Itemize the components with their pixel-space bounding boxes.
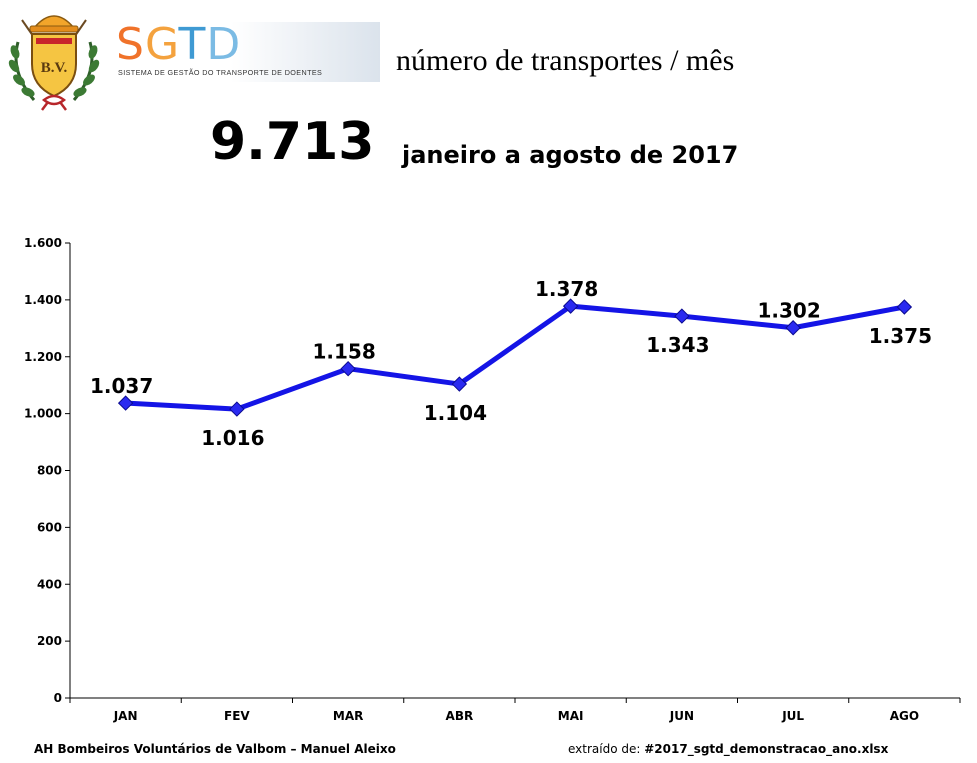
data-label: 1.037 [90,374,153,398]
data-point [562,298,579,314]
x-tick-label: JUL [781,709,804,723]
data-label: 1.375 [869,324,932,348]
data-labels: 1.037 1.016 1.158 1.104 1.378 1.343 1.302 1.375 [90,277,932,450]
data-point [117,395,134,411]
y-tick-label: 800 [37,464,62,478]
source-prefix: extraído de: [568,742,641,756]
x-tick-label: JUN [669,709,694,723]
period-label: janeiro a agosto de 2017 [402,141,739,169]
series-transportes [117,298,913,417]
y-tick-label: 600 [37,520,62,534]
sgtd-wordmark: SGTD [116,19,242,70]
y-tick-label: 1.600 [24,236,62,250]
fire-brigade-emblem: B.V. [4,2,104,114]
x-tick-label: AGO [890,709,919,723]
y-tick-label: 0 [54,691,62,705]
y-tick-label: 1.400 [24,293,62,307]
data-label: 1.343 [646,333,709,357]
page-title: número de transportes / mês [396,44,735,77]
y-tick-label: 1.200 [24,350,62,364]
footer-author: AH Bombeiros Voluntários de Valbom – Man… [34,742,396,756]
data-label: 1.104 [424,401,487,425]
series-line [125,303,905,412]
x-tick-label: ABR [446,709,474,723]
data-point [451,376,468,392]
y-tick-label: 400 [37,577,62,591]
data-point [785,320,801,336]
emblem-icon: B.V. [8,15,100,111]
total-count: 9.713 [210,112,375,172]
footer-source: extraído de: #2017_sgtd_demonstracao_ano… [568,742,888,756]
data-label: 1.302 [757,299,820,323]
y-axis: 0 200 400 600 800 1.000 1.200 1.400 1.600 [24,236,71,705]
data-point [229,401,245,417]
data-label: 1.158 [312,340,375,364]
data-point [340,360,356,377]
sgtd-logo: SGTD SISTEMA DE GESTÃO DO TRANSPORTE DE … [108,19,380,82]
y-tick-label: 1.000 [24,407,62,421]
x-tick-label: MAI [558,709,584,723]
data-label: 1.378 [535,277,598,301]
x-tick-label: MAR [333,709,363,723]
x-tick-label: JAN [113,709,138,723]
x-axis: JAN FEV MAR ABR MAI JUN JUL AGO [69,697,961,723]
y-tick-label: 200 [37,634,62,648]
sgtd-subtitle: SISTEMA DE GESTÃO DO TRANSPORTE DE DOENT… [118,68,323,77]
data-point [896,299,913,315]
data-point [674,308,690,324]
data-label: 1.016 [201,426,264,450]
x-tick-label: FEV [224,709,250,723]
svg-text:B.V.: B.V. [41,60,68,76]
source-file: #2017_sgtd_demonstracao_ano.xlsx [644,742,889,756]
